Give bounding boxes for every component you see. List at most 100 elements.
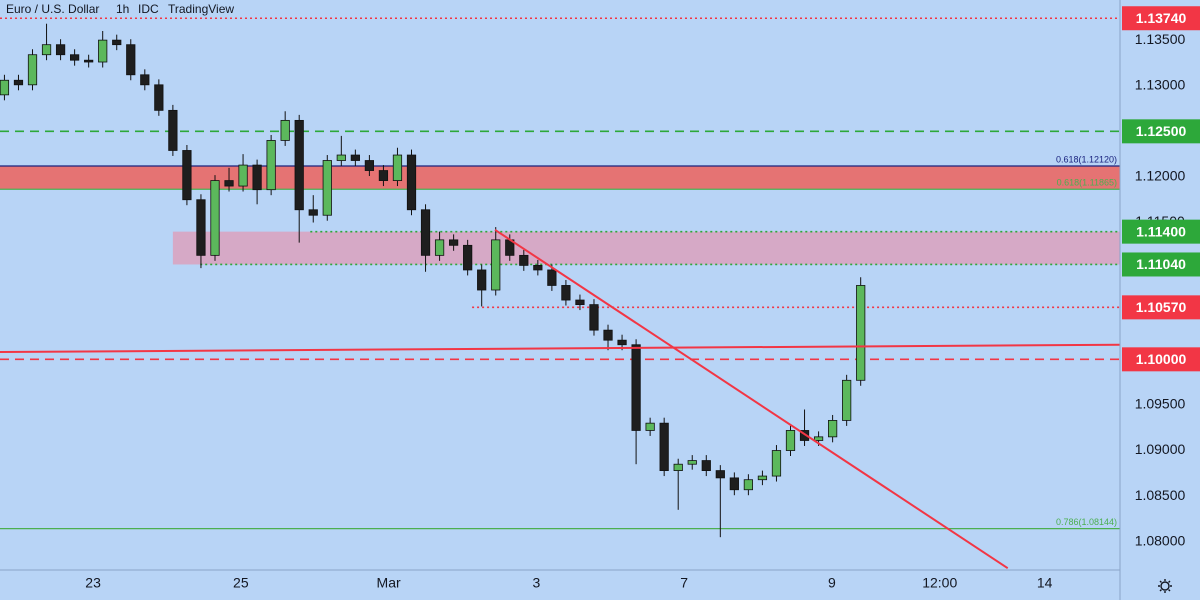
brand: TradingView: [168, 2, 234, 16]
y-tick-label: 1.13000: [1135, 76, 1186, 92]
y-tick-label: 1.09000: [1135, 441, 1186, 457]
candle-body: [743, 479, 754, 491]
candle-body: [673, 463, 683, 471]
price-label-box: [1122, 6, 1200, 31]
x-tick-label: 14: [1037, 575, 1053, 591]
candle-body: [575, 299, 585, 306]
trendline: [0, 343, 1121, 354]
candle-body: [463, 244, 473, 271]
y-tick-label: 1.13500: [1135, 31, 1186, 47]
candle-body: [631, 344, 641, 431]
header: Euro / U.S. Dollar 1h IDC TradingView: [6, 2, 234, 16]
candle-body: [210, 180, 220, 256]
price-label-box: [1122, 219, 1200, 244]
price-label: 1.13740: [1136, 10, 1187, 26]
gear-teeth[interactable]: [1158, 579, 1172, 593]
candle-body: [126, 44, 136, 76]
x-tick-label: 25: [233, 575, 249, 591]
price-label-box: [1122, 119, 1200, 144]
candle-body: [252, 164, 262, 191]
zone: [172, 231, 1121, 265]
candle-body: [406, 154, 417, 211]
axes: 1.135001.130001.120001.115001.095001.090…: [85, 6, 1200, 591]
candle-body: [350, 154, 360, 161]
candle-body: [322, 160, 332, 216]
candle-body: [98, 39, 108, 63]
candle-body: [519, 254, 529, 266]
price-label-box: [1122, 295, 1200, 320]
candle-body: [294, 119, 304, 211]
candle-body: [491, 239, 501, 291]
candle-body: [378, 170, 389, 181]
candle-body: [420, 209, 431, 256]
source: IDC: [138, 2, 159, 16]
candle-body: [392, 154, 403, 181]
x-tick-label: Mar: [377, 575, 401, 591]
y-tick-label: 1.08000: [1135, 532, 1186, 548]
y-tick-label: 1.08500: [1135, 487, 1186, 503]
candle-body: [589, 304, 599, 331]
candle-body: [687, 460, 697, 465]
candle-body: [799, 430, 810, 441]
candle-body: [828, 420, 838, 438]
y-tick-label: 1.12000: [1135, 168, 1186, 184]
candle-body: [70, 54, 80, 61]
candle-body: [785, 430, 796, 451]
candle-body: [813, 436, 824, 441]
candle-body: [729, 477, 739, 491]
candle-body: [13, 79, 24, 86]
fib-label: 0.786(1.08144): [1056, 517, 1117, 527]
zone: [0, 165, 1120, 190]
x-tick-label: 3: [532, 575, 540, 591]
candle-body: [547, 269, 557, 286]
price-label: 1.10570: [1136, 299, 1187, 315]
candle-body: [757, 475, 768, 481]
candle-body: [449, 239, 459, 246]
price-label-box: [1122, 252, 1200, 277]
gear[interactable]: [1160, 581, 1170, 591]
candle-body: [27, 54, 38, 86]
symbol: Euro / U.S. Dollar: [6, 2, 99, 16]
price-label: 1.12500: [1136, 123, 1187, 139]
candle-body: [84, 59, 94, 63]
candle-body: [280, 119, 290, 141]
candle-body: [842, 379, 852, 421]
candle-body: [168, 109, 178, 151]
candle-body: [659, 422, 669, 471]
fib-label: 0.618(1.11865): [1057, 178, 1117, 188]
candle-body: [477, 269, 487, 291]
interval: 1h: [116, 2, 129, 16]
candle-body: [533, 264, 543, 271]
price-label-box: [1122, 347, 1200, 372]
candle-body: [266, 140, 276, 191]
candle-body: [434, 239, 445, 256]
x-tick-label: 12:00: [922, 575, 957, 591]
candle-body: [645, 422, 655, 431]
settings-icon[interactable]: [1158, 579, 1172, 593]
candle-body: [41, 44, 52, 56]
candle-body: [771, 450, 782, 477]
candle-body: [603, 329, 613, 341]
price-label: 1.10000: [1136, 351, 1187, 367]
candle-body: [364, 160, 375, 171]
candle-body: [701, 460, 711, 471]
candle-body: [0, 79, 10, 96]
x-tick-label: 7: [680, 575, 688, 591]
candle-body: [140, 74, 150, 86]
price-label: 1.11040: [1136, 256, 1186, 272]
y-tick-label: 1.09500: [1135, 396, 1186, 412]
candle-body: [856, 285, 866, 381]
candle-body: [238, 164, 248, 187]
candle-body: [336, 154, 346, 161]
trendline: [494, 228, 1009, 570]
candle-body: [112, 39, 122, 46]
candle-body: [561, 285, 571, 301]
candle-body: [196, 199, 206, 256]
candle-body: [224, 180, 234, 187]
x-tick-label: 23: [85, 575, 101, 591]
candle-body: [55, 44, 66, 56]
candle-body: [308, 209, 318, 216]
candle-body: [182, 150, 192, 201]
